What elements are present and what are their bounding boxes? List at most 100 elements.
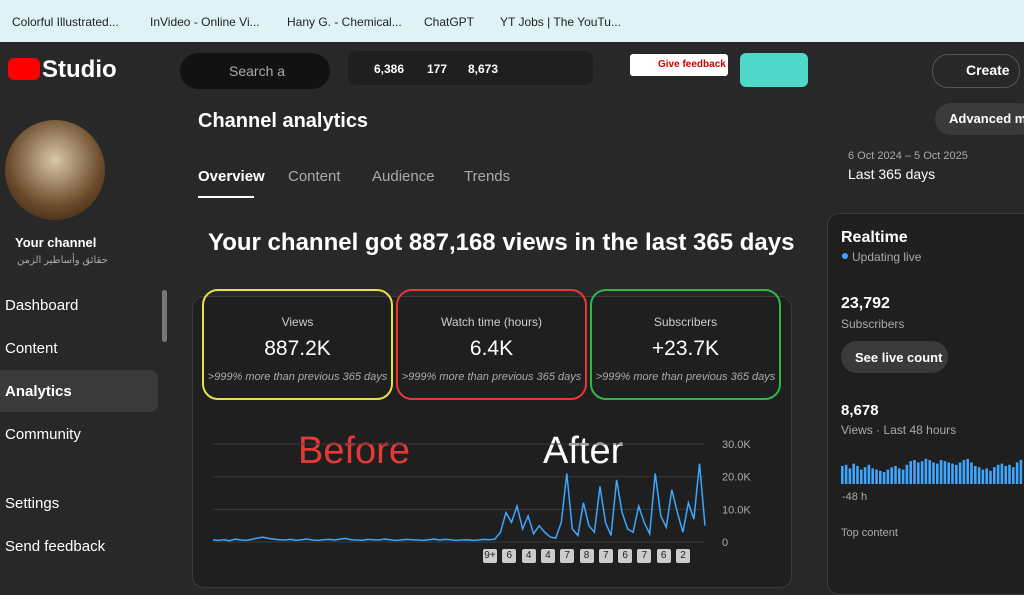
live-count-label[interactable]: See live count [855, 350, 943, 365]
logo[interactable]: Studio [42, 56, 117, 83]
bookmark[interactable]: ChatGPT [424, 15, 475, 29]
tab[interactable]: Content [288, 168, 341, 185]
metric-card[interactable]: Views 887.2K >999% more than previous 365 … [202, 289, 393, 400]
realtime-bar [955, 464, 958, 484]
realtime-bar [996, 464, 1000, 484]
realtime-bar [871, 468, 874, 484]
search-placeholder[interactable]: Search a [229, 63, 286, 79]
bookmark[interactable]: Hany G. - Chemical... [287, 15, 402, 29]
logo-icon[interactable] [8, 58, 40, 80]
realtime-bar [863, 467, 867, 484]
realtime-bar [844, 464, 848, 484]
bookmark[interactable]: InVideo - Online Vi... [150, 15, 260, 29]
y-tick-label: 10.0K [722, 504, 751, 516]
date-range[interactable]: 6 Oct 2024 – 5 Oct 2025 [848, 150, 968, 162]
stat: 8,673 [468, 62, 499, 76]
realtime-bar [879, 470, 882, 484]
views-line [212, 463, 706, 542]
top-content-label: Top content [841, 527, 898, 539]
video-marker[interactable]: 7 [560, 549, 575, 563]
annotation: Before [298, 430, 410, 472]
nav-item[interactable]: Analytics [5, 383, 72, 400]
channel-name: حقائق وأساطير الزمن [17, 255, 108, 266]
feedback-button[interactable] [630, 54, 728, 76]
realtime-bar [1004, 466, 1007, 484]
realtime-bar [913, 460, 916, 484]
nav-item[interactable]: Send feedback [5, 538, 106, 555]
metric-note: >999% more than previous 365 days [207, 371, 388, 383]
metric-note: >999% more than previous 365 days [401, 371, 582, 383]
views-count: 8,678 [841, 402, 879, 419]
subscriber-label: Subscribers [841, 317, 905, 331]
avatar[interactable] [5, 120, 105, 220]
realtime-bar [970, 462, 973, 484]
bookmark[interactable]: YT Jobs | The YouTu... [500, 15, 621, 29]
scrollbar[interactable] [162, 290, 167, 342]
metric-card[interactable]: Subscribers +23.7K >999% more than previou… [590, 289, 781, 400]
realtime-bar [852, 463, 855, 484]
realtime-bar [936, 463, 939, 484]
realtime-bar [1012, 467, 1015, 484]
stat: 177 [427, 62, 448, 76]
video-marker[interactable]: 8 [579, 549, 594, 563]
nav-item[interactable]: Community [5, 426, 81, 443]
live-count-button[interactable] [841, 341, 948, 373]
realtime-bar [947, 462, 950, 484]
video-marker[interactable]: 9+ [483, 549, 497, 563]
realtime-chart [841, 458, 1023, 484]
create-label[interactable]: Create [966, 62, 1010, 78]
video-marker[interactable]: 6 [502, 549, 517, 563]
y-tick-label: 30.0K [722, 439, 751, 451]
views-label: Views · Last 48 hours [841, 423, 957, 437]
advanced-label[interactable]: Advanced mo [949, 111, 1024, 126]
period[interactable]: Last 365 days [848, 166, 936, 182]
bookmark-bar [0, 0, 1024, 42]
realtime-bar [848, 468, 852, 484]
realtime-bar [924, 458, 928, 484]
realtime-bar [882, 472, 886, 484]
tab[interactable]: Overview [198, 168, 265, 185]
tubebuddy-button[interactable] [740, 53, 808, 87]
realtime-bar [974, 466, 977, 484]
tab[interactable]: Audience [372, 168, 435, 185]
feedback-label[interactable]: Give feedback [658, 59, 726, 70]
y-tick-label: 0 [722, 537, 728, 548]
nav-highlight [0, 370, 158, 412]
video-marker[interactable]: 2 [676, 549, 690, 563]
tab[interactable]: Trends [464, 168, 511, 185]
realtime-bar [856, 466, 859, 484]
realtime-bar [860, 469, 863, 484]
stats-bar [348, 51, 593, 85]
nav-item[interactable]: Dashboard [5, 297, 79, 314]
metric-card[interactable]: Watch time (hours) 6.4K >999% more than pr… [396, 289, 587, 400]
realtime-bar [981, 469, 985, 484]
metric-note: >999% more than previous 365 days [595, 371, 776, 383]
realtime-bar [917, 462, 920, 484]
advanced-button[interactable] [935, 103, 1024, 135]
bookmark[interactable]: Colorful Illustrated... [12, 15, 119, 29]
channel-label: Your channel [15, 235, 97, 250]
realtime-bar [939, 460, 943, 484]
video-marker[interactable]: 4 [540, 549, 555, 563]
realtime-bar [962, 460, 966, 484]
nav-item[interactable]: Content [5, 340, 58, 357]
headline: Your channel got 887,168 views in the la… [208, 229, 795, 256]
create-button[interactable] [932, 54, 1020, 88]
realtime-panel [827, 213, 1024, 595]
realtime-bar [1019, 460, 1023, 484]
search-box[interactable] [180, 53, 330, 89]
video-marker[interactable]: 7 [637, 549, 652, 563]
video-marker[interactable]: 6 [656, 549, 671, 563]
realtime-bar [951, 463, 954, 484]
realtime-bar [890, 467, 893, 484]
realtime-bar [993, 467, 996, 484]
video-marker[interactable]: 6 [618, 549, 633, 563]
realtime-bar [894, 466, 897, 484]
realtime-bar [920, 461, 924, 484]
nav-item[interactable]: Settings [5, 495, 60, 512]
realtime-bar [1000, 463, 1004, 484]
realtime-bar [932, 462, 935, 484]
video-marker[interactable]: 7 [598, 549, 613, 563]
video-marker[interactable]: 4 [521, 549, 536, 563]
